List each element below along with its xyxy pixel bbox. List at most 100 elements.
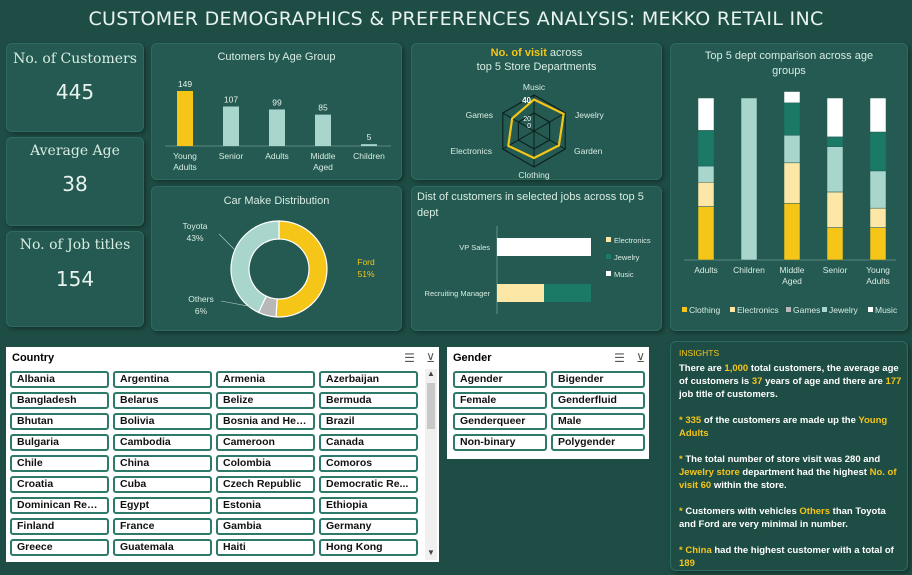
slicer-item[interactable]: Bermuda: [319, 392, 418, 409]
stacked-bar-segment[interactable]: [826, 191, 844, 228]
slicer-item[interactable]: China: [113, 455, 212, 472]
slicer-item[interactable]: Belarus: [113, 392, 212, 409]
slicer-item[interactable]: Comoros: [319, 455, 418, 472]
stacked-bar-segment[interactable]: [826, 97, 844, 138]
slicer-item[interactable]: Finland: [10, 518, 109, 535]
slicer-item[interactable]: Egypt: [113, 497, 212, 514]
clear-filter-icon[interactable]: ⊻: [426, 351, 435, 365]
stacked-bar-segment[interactable]: [869, 170, 887, 209]
slicer-item[interactable]: Germany: [319, 518, 418, 535]
visits-radar-panel[interactable]: No. of visit across top 5 Store Departme…: [411, 43, 662, 180]
slicer-item[interactable]: Azerbaijan: [319, 371, 418, 388]
bar-value-label: 149: [178, 79, 192, 89]
slicer-item[interactable]: Female: [453, 392, 547, 409]
stacked-bar-segment[interactable]: [697, 206, 715, 261]
stacked-bar-segment[interactable]: [869, 97, 887, 133]
slicer-item[interactable]: Canada: [319, 434, 418, 451]
slicer-item[interactable]: Polygender: [551, 434, 645, 451]
slicer-item[interactable]: Cambodia: [113, 434, 212, 451]
leader-line: [218, 233, 236, 251]
slicer-item[interactable]: Guatemala: [113, 539, 212, 556]
slicer-item[interactable]: Chile: [10, 455, 109, 472]
slicer-item[interactable]: Bangladesh: [10, 392, 109, 409]
slicer-item[interactable]: Colombia: [216, 455, 315, 472]
slicer-item[interactable]: Ethiopia: [319, 497, 418, 514]
slicer-item[interactable]: Bosnia and Her...: [216, 413, 315, 430]
stacked-bar-segment[interactable]: [783, 135, 801, 164]
slicer-item[interactable]: Bulgaria: [10, 434, 109, 451]
slicer-item[interactable]: Genderfluid: [551, 392, 645, 409]
age-bar[interactable]: [361, 144, 377, 146]
slicer-item[interactable]: Armenia: [216, 371, 315, 388]
slicer-item[interactable]: Brazil: [319, 413, 418, 430]
stacked-bar-segment[interactable]: [783, 91, 801, 104]
stacked-bar-segment[interactable]: [783, 203, 801, 261]
slicer-item[interactable]: Dominican Rep...: [10, 497, 109, 514]
age-group-chart-panel[interactable]: Cutomers by Age Group 149 Young Adults 107 S…: [151, 43, 402, 180]
slicer-item[interactable]: Male: [551, 413, 645, 430]
slicer-item[interactable]: Bolivia: [113, 413, 212, 430]
jobs-chart-panel[interactable]: Dist of customers in selected jobs acros…: [411, 186, 662, 331]
slice-percent: 6%: [195, 306, 208, 316]
radar-series[interactable]: [507, 98, 565, 160]
country-slicer[interactable]: Country ☰ ⊻ Albania Argentina Armenia Azerb…: [5, 346, 440, 563]
stacked-bar-segment[interactable]: [697, 130, 715, 167]
kpi-average-age: Average Age 38: [6, 137, 144, 226]
slicer-item[interactable]: Croatia: [10, 476, 109, 493]
vertical-scrollbar[interactable]: ▲ ▼: [425, 369, 437, 560]
slicer-item[interactable]: Agender: [453, 371, 547, 388]
scroll-thumb[interactable]: [427, 383, 435, 429]
multi-select-icon[interactable]: ☰: [614, 351, 625, 365]
legend-swatch: [730, 307, 735, 312]
slicer-item[interactable]: Cameroon: [216, 434, 315, 451]
stacked-bar-segment[interactable]: [869, 131, 887, 172]
slicer-item[interactable]: Cuba: [113, 476, 212, 493]
age-bar[interactable]: [315, 114, 331, 146]
slicer-item[interactable]: Gambia: [216, 518, 315, 535]
stacked-bar-segment[interactable]: [869, 227, 887, 261]
insight-paragraph: * 335 of the customers are made up the Y…: [679, 415, 888, 439]
slicer-item[interactable]: Belize: [216, 392, 315, 409]
job-bar-segment[interactable]: [497, 238, 591, 256]
clear-filter-icon[interactable]: ⊻: [636, 351, 645, 365]
scroll-up-icon[interactable]: ▲: [427, 369, 435, 378]
job-bar-segment[interactable]: [544, 284, 591, 302]
slicer-item[interactable]: Albania: [10, 371, 109, 388]
slicer-item[interactable]: Greece: [10, 539, 109, 556]
slicer-item[interactable]: Bhutan: [10, 413, 109, 430]
slicer-item[interactable]: Hong Kong: [319, 539, 418, 556]
stacked-bar-segment[interactable]: [697, 165, 715, 183]
stacked-bar-segment[interactable]: [783, 162, 801, 204]
age-bar[interactable]: [177, 91, 193, 146]
job-bar-segment[interactable]: [497, 284, 544, 302]
car-make-panel[interactable]: Car Make Distribution Toyota 43% Ford 51% Ot…: [151, 186, 402, 331]
slicer-item[interactable]: Bigender: [551, 371, 645, 388]
slicer-item[interactable]: Argentina: [113, 371, 212, 388]
stacked-bar-segment[interactable]: [869, 207, 887, 228]
slicer-item[interactable]: Democratic Re...: [319, 476, 418, 493]
stacked-bar-segment[interactable]: [826, 146, 844, 193]
gender-slicer[interactable]: Gender ☰ ⊻ Agender Bigender Female Genderfl…: [446, 346, 650, 460]
scroll-down-icon[interactable]: ▼: [427, 548, 435, 557]
slicer-item[interactable]: Estonia: [216, 497, 315, 514]
category-label: Senior: [219, 151, 244, 161]
stacked-bar-segment[interactable]: [697, 181, 715, 207]
slice-label: Toyota: [182, 221, 207, 231]
age-bar[interactable]: [269, 109, 285, 146]
slicer-item[interactable]: Genderqueer: [453, 413, 547, 430]
stacked-bar-segment[interactable]: [826, 227, 844, 261]
slicer-item[interactable]: Non-binary: [453, 434, 547, 451]
stacked-bar-segment[interactable]: [826, 136, 844, 147]
age-bar[interactable]: [223, 106, 239, 146]
stacked-bar-segment[interactable]: [697, 97, 715, 131]
slicer-item[interactable]: Czech Republic: [216, 476, 315, 493]
kpi-label: Average Age: [30, 143, 120, 159]
stacked-bar-segment[interactable]: [740, 97, 758, 261]
donut-slice[interactable]: [275, 220, 328, 318]
multi-select-icon[interactable]: ☰: [404, 351, 415, 365]
slicer-item[interactable]: Haiti: [216, 539, 315, 556]
donut-slice[interactable]: [230, 220, 280, 314]
dept-comparison-panel[interactable]: Top 5 dept comparison across age groups …: [670, 43, 908, 331]
stacked-bar-segment[interactable]: [783, 102, 801, 136]
slicer-item[interactable]: France: [113, 518, 212, 535]
